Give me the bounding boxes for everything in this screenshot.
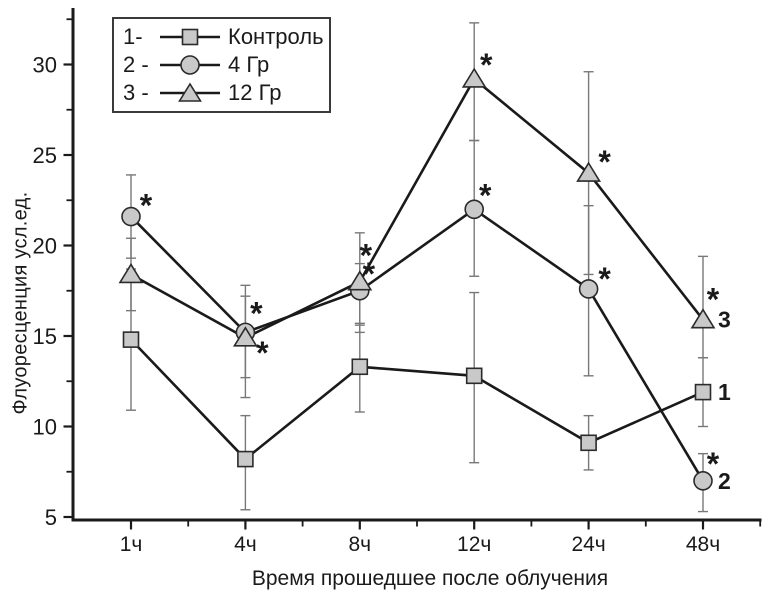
square-data-marker bbox=[237, 450, 254, 468]
legend-item-4gy: 2 - 4 Гр bbox=[123, 54, 325, 76]
y-tick-label: 25 bbox=[33, 143, 57, 168]
y-axis-title: Флуоресценция усл.ед. bbox=[9, 191, 32, 415]
legend-item-control: 1- Контроль bbox=[123, 26, 325, 48]
y-tick-label: 10 bbox=[33, 415, 57, 440]
y-tick-label: 5 bbox=[45, 505, 57, 530]
x-axis-title: Время прошедшее после облучения bbox=[251, 567, 609, 590]
x-tick-label: 8ч bbox=[348, 533, 371, 556]
triangle-data-marker bbox=[461, 67, 487, 88]
circle-data-marker bbox=[464, 199, 485, 220]
significance-star: * bbox=[598, 144, 611, 180]
triangle-marker-icon bbox=[160, 82, 220, 102]
legend-label: 4 Гр bbox=[228, 52, 270, 77]
significance-star: * bbox=[256, 335, 269, 371]
triangle-data-marker bbox=[576, 161, 602, 182]
significance-star: * bbox=[140, 188, 153, 224]
series-number-label: 1 bbox=[718, 379, 731, 405]
x-tick-label: 1ч bbox=[120, 533, 143, 556]
square-data-marker bbox=[351, 358, 369, 376]
significance-star: * bbox=[363, 256, 376, 292]
y-tick-label: 15 bbox=[33, 324, 57, 349]
triangle-data-marker bbox=[690, 308, 716, 329]
circle-data-marker bbox=[693, 470, 713, 491]
y-tick-label: 30 bbox=[33, 53, 57, 78]
series-number-label: 3 bbox=[718, 307, 731, 333]
significance-star: * bbox=[360, 238, 373, 274]
square-marker-icon bbox=[160, 28, 220, 46]
square-data-marker bbox=[465, 367, 483, 385]
series-line-3 bbox=[130, 76, 705, 340]
x-tick-label: 12ч bbox=[457, 533, 491, 556]
circle-data-marker bbox=[578, 279, 599, 299]
legend-label: 12 Гр bbox=[228, 80, 282, 105]
circle-data-marker bbox=[121, 206, 141, 227]
significance-star: * bbox=[250, 295, 263, 331]
triangle-data-marker bbox=[347, 270, 373, 291]
legend-index-label: 3 - bbox=[123, 80, 149, 105]
significance-star: * bbox=[707, 282, 720, 318]
circle-marker-icon bbox=[160, 55, 220, 75]
triangle-data-marker bbox=[232, 326, 258, 347]
triangle-data-marker bbox=[118, 262, 144, 284]
x-tick-label: 4ч bbox=[234, 533, 257, 556]
legend: 1- Контроль 2 - 4 Гр 3 - 12 Гр bbox=[112, 17, 331, 113]
significance-star: * bbox=[479, 177, 492, 213]
square-data-marker bbox=[694, 383, 712, 401]
square-data-marker bbox=[122, 331, 140, 348]
square-data-marker bbox=[580, 434, 597, 452]
y-tick-label: 20 bbox=[33, 234, 57, 259]
significance-star: * bbox=[707, 446, 720, 482]
legend-index-label: 2 - bbox=[123, 52, 149, 77]
legend-index-label: 1- bbox=[123, 24, 143, 49]
x-tick-label: 48ч bbox=[686, 533, 720, 556]
legend-item-12gy: 3 - 12 Гр bbox=[123, 82, 325, 104]
x-tick-label: 24ч bbox=[571, 533, 605, 556]
series-line-2 bbox=[130, 207, 705, 482]
significance-star: * bbox=[480, 47, 493, 83]
series-line-1 bbox=[130, 338, 704, 461]
series-number-label: 2 bbox=[718, 468, 731, 494]
significance-star: * bbox=[598, 261, 611, 297]
legend-label: Контроль bbox=[228, 24, 324, 49]
